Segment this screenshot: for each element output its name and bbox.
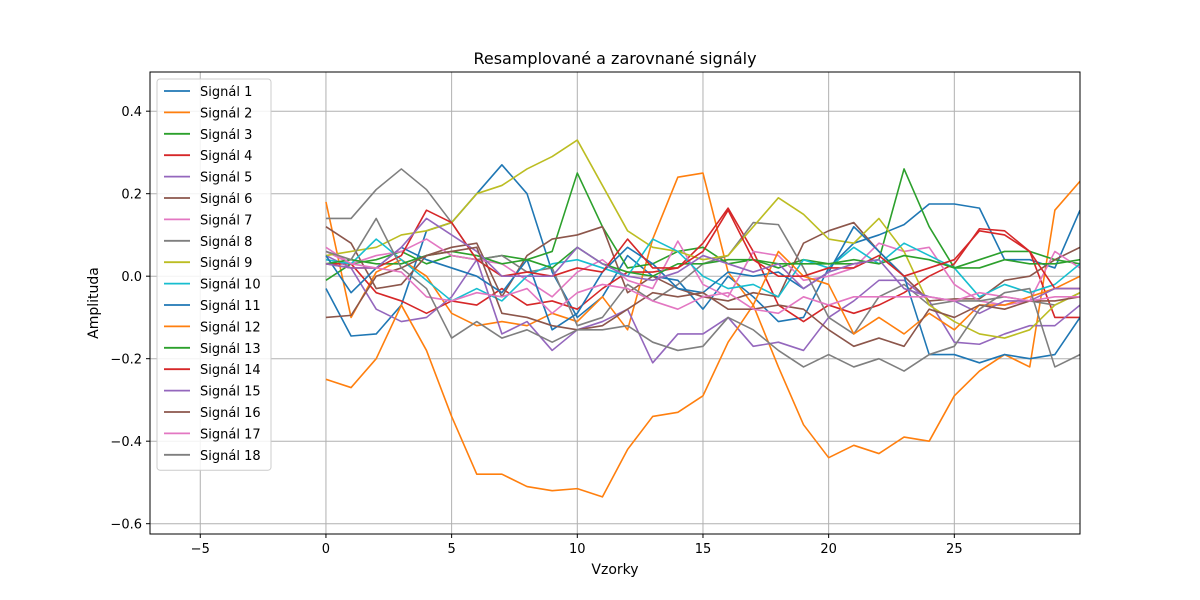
y-tick-label: 0.4 <box>121 105 142 120</box>
y-axis-title: Amplituda <box>86 267 102 339</box>
series-line-sign-l-17 <box>325 246 1080 315</box>
legend-label: Signál 5 <box>200 171 252 186</box>
legend-label: Signál 9 <box>200 256 252 271</box>
y-tick-label: −0.6 <box>110 518 142 533</box>
series-line-sign-l-2 <box>325 172 1080 459</box>
legend-label: Signál 11 <box>200 299 261 314</box>
y-tick-label: −0.4 <box>110 435 142 450</box>
y-tick-label: 0.2 <box>121 188 142 203</box>
legend-label: Signál 2 <box>200 106 252 121</box>
series-line-sign-l-18 <box>325 217 1080 372</box>
legend-label: Signál 6 <box>200 192 252 207</box>
legend-label: Signál 16 <box>200 406 261 421</box>
legend: Signál 1 Signál 2 Signál 3 Signál 4 Signál 5… <box>156 78 272 471</box>
plot-area <box>325 139 1080 498</box>
legend-label: Signál 10 <box>200 278 261 293</box>
legend-label: Signál 14 <box>200 363 261 378</box>
series-line-sign-l-7 <box>325 238 1080 306</box>
series-line-sign-l-12 <box>325 250 1080 498</box>
x-tick-label: −5 <box>191 542 210 557</box>
series-line-sign-l-16 <box>325 246 1080 348</box>
x-tick-label: 0 <box>322 542 330 557</box>
axes: −5 0 5 10 15 20 25 −0.6 −0.4 −0.2 0.0 0.2 0.4 <box>110 71 1081 557</box>
x-tick-label: 5 <box>447 542 455 557</box>
x-tick-label: 10 <box>569 542 586 557</box>
legend-label: Signál 13 <box>200 342 261 357</box>
legend-label: Signál 7 <box>200 213 252 228</box>
x-axis-title: Vzorky <box>591 562 638 578</box>
x-tick-label: 25 <box>946 542 963 557</box>
legend-label: Signál 1 <box>200 85 252 100</box>
y-tick-label: 0.0 <box>121 270 142 285</box>
chart-title: Resamplované a zarovnané signály <box>473 49 756 68</box>
axes-frame <box>149 71 1081 535</box>
legend-label: Signál 3 <box>200 128 252 143</box>
legend-label: Signál 12 <box>200 320 261 335</box>
x-tick-label: 15 <box>695 542 712 557</box>
legend-label: Signál 4 <box>200 149 252 164</box>
x-tick-label: 20 <box>820 542 837 557</box>
legend-label: Signál 17 <box>200 427 261 442</box>
series-line-sign-l-14 <box>325 209 1080 290</box>
series-line-sign-l-5 <box>325 254 1080 364</box>
y-tick-label: −0.2 <box>110 353 142 368</box>
legend-label: Signál 15 <box>200 385 261 400</box>
legend-label: Signál 8 <box>200 235 252 250</box>
legend-label: Signál 18 <box>200 449 261 464</box>
